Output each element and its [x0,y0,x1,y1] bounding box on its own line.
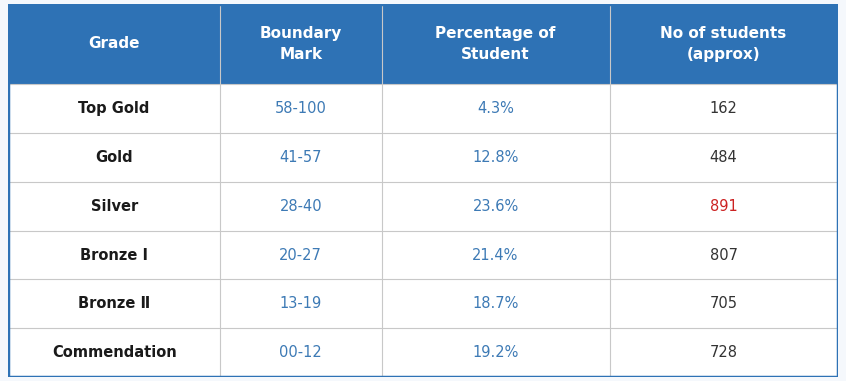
Text: 18.7%: 18.7% [472,296,519,311]
Bar [382,4,609,84]
Text: Gold: Gold [96,150,133,165]
Text: 705: 705 [710,296,738,311]
Bar [8,4,220,84]
Text: 21.4%: 21.4% [472,248,519,263]
Text: 19.2%: 19.2% [472,345,519,360]
Text: 162: 162 [710,101,738,116]
Text: 484: 484 [710,150,738,165]
Text: 00-12: 00-12 [279,345,322,360]
Text: Bronze Ⅰ: Bronze Ⅰ [80,248,148,263]
Text: 28-40: 28-40 [279,199,322,214]
Bar [8,231,838,280]
Bar [220,4,382,84]
Text: Top Gold: Top Gold [79,101,150,116]
Bar [8,280,838,328]
Bar [8,133,838,182]
Text: 58-100: 58-100 [275,101,327,116]
Text: 41-57: 41-57 [279,150,322,165]
Text: 12.8%: 12.8% [472,150,519,165]
Text: 807: 807 [710,248,738,263]
Bar [8,328,838,377]
Text: Bronze Ⅱ: Bronze Ⅱ [78,296,151,311]
Text: Grade: Grade [89,37,140,51]
Text: 23.6%: 23.6% [472,199,519,214]
Text: Silver: Silver [91,199,138,214]
Text: 13-19: 13-19 [279,296,321,311]
Text: Boundary
Mark: Boundary Mark [260,26,342,62]
Text: No of students
(approx): No of students (approx) [661,26,787,62]
Text: 891: 891 [710,199,738,214]
Text: Commendation: Commendation [52,345,177,360]
Bar [8,182,838,231]
Text: 4.3%: 4.3% [477,101,514,116]
Text: Percentage of
Student: Percentage of Student [436,26,556,62]
Text: 20-27: 20-27 [279,248,322,263]
Bar [8,84,838,133]
Bar [609,4,838,84]
Text: 728: 728 [710,345,738,360]
